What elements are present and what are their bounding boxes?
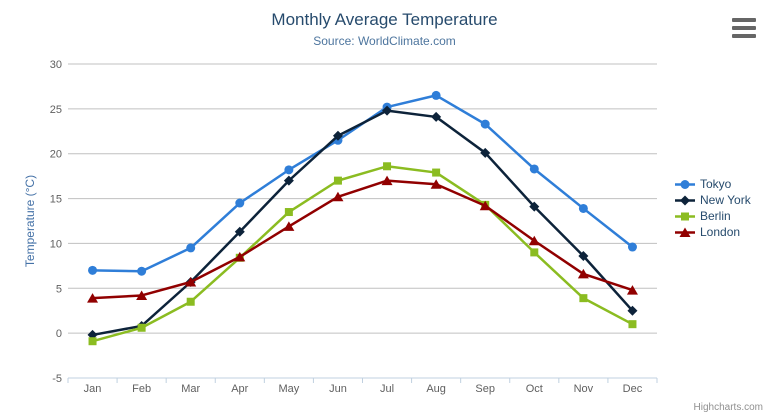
legend-marker-icon	[675, 179, 695, 189]
x-axis-label: Nov	[574, 383, 594, 395]
x-axis-label: May	[278, 383, 299, 395]
y-axis-label: 10	[50, 238, 62, 250]
legend-item-london[interactable]: London	[675, 224, 751, 240]
data-point-marker[interactable]	[284, 165, 294, 175]
legend-marker-shape[interactable]	[680, 195, 690, 205]
x-axis-label: Feb	[132, 383, 151, 395]
y-axis-label: 30	[50, 59, 62, 71]
data-point-marker[interactable]	[137, 323, 146, 332]
data-point-marker[interactable]	[88, 337, 97, 346]
x-axis-label: Apr	[231, 383, 248, 395]
credits-link[interactable]: Highcharts.com	[693, 402, 763, 413]
data-point-marker[interactable]	[628, 320, 637, 329]
chart-title: Monthly Average Temperature	[271, 10, 498, 29]
data-point-marker[interactable]	[381, 175, 393, 186]
data-point-marker[interactable]	[283, 175, 294, 186]
data-point-marker[interactable]	[432, 168, 441, 177]
series-line	[91, 165, 634, 343]
series-new-york	[87, 105, 638, 340]
y-axis-label: -5	[52, 373, 62, 385]
hamburger-bar	[732, 26, 756, 30]
data-point-marker[interactable]	[627, 242, 637, 252]
data-point-marker[interactable]	[480, 119, 490, 129]
hamburger-bar	[732, 18, 756, 22]
x-axis-label: Dec	[623, 383, 643, 395]
x-axis-label: Aug	[426, 383, 446, 395]
legend-item-tokyo[interactable]: Tokyo	[675, 176, 751, 192]
data-point-marker[interactable]	[578, 250, 589, 261]
legend-label: London	[700, 225, 741, 239]
y-axis-label: 0	[56, 328, 62, 340]
data-point-marker[interactable]	[383, 162, 392, 171]
data-point-marker[interactable]	[579, 294, 588, 303]
legend-item-new-york[interactable]: New York	[675, 192, 751, 208]
legend-marker-shape[interactable]	[681, 212, 689, 220]
data-point-marker[interactable]	[235, 198, 245, 208]
data-point-marker[interactable]	[283, 221, 295, 231]
chart-subtitle: Source: WorldClimate.com	[313, 34, 456, 48]
data-point-marker[interactable]	[528, 235, 540, 246]
x-axis-label: Jul	[380, 383, 394, 395]
y-axis-label: 25	[50, 104, 62, 116]
y-axis-label: 20	[50, 149, 62, 161]
data-point-marker[interactable]	[332, 191, 344, 202]
data-point-marker[interactable]	[626, 285, 638, 295]
legend-item-berlin[interactable]: Berlin	[675, 208, 751, 224]
data-point-marker[interactable]	[333, 176, 342, 185]
data-point-marker[interactable]	[529, 164, 539, 174]
data-point-marker[interactable]	[185, 277, 197, 287]
legend: Tokyo New York Berlin London	[675, 176, 751, 240]
data-point-marker[interactable]	[382, 105, 393, 116]
data-point-marker[interactable]	[88, 265, 98, 275]
y-axis-title: Temperature (°C)	[23, 174, 37, 268]
x-axis-label: Sep	[475, 383, 495, 395]
series-line	[91, 94, 634, 273]
legend-label: Berlin	[700, 209, 731, 223]
data-point-marker[interactable]	[234, 226, 245, 237]
hamburger-icon[interactable]	[732, 17, 756, 39]
series-line	[91, 179, 634, 300]
series-london	[87, 175, 638, 303]
data-point-marker[interactable]	[234, 251, 246, 262]
data-point-marker[interactable]	[87, 293, 99, 303]
y-axis-label: 15	[50, 194, 62, 206]
legend-marker-shape[interactable]	[680, 179, 690, 189]
x-axis-label: Mar	[181, 383, 200, 395]
data-point-marker[interactable]	[136, 290, 148, 300]
data-point-marker[interactable]	[430, 179, 442, 189]
x-axis-label: Jun	[329, 383, 347, 395]
data-point-marker[interactable]	[431, 90, 441, 100]
data-point-marker[interactable]	[530, 248, 539, 257]
y-axis-label: 5	[56, 283, 62, 295]
series-tokyo	[88, 90, 637, 276]
data-point-marker[interactable]	[137, 266, 147, 276]
legend-marker-icon	[675, 195, 695, 205]
data-point-marker[interactable]	[431, 111, 442, 122]
x-axis-label: Oct	[526, 383, 543, 395]
data-point-marker[interactable]	[186, 243, 196, 253]
legend-marker-icon	[675, 212, 695, 220]
data-point-marker[interactable]	[577, 268, 589, 279]
data-point-marker[interactable]	[284, 208, 293, 217]
data-point-marker[interactable]	[186, 297, 195, 306]
data-point-marker[interactable]	[578, 203, 588, 213]
x-axis-label: Jan	[84, 383, 102, 395]
data-point-marker[interactable]	[480, 147, 491, 158]
series-line	[91, 109, 634, 337]
legend-label: New York	[700, 193, 751, 207]
data-point-marker[interactable]	[529, 201, 540, 212]
hamburger-bar	[732, 34, 756, 38]
legend-marker-icon	[675, 227, 695, 237]
data-point-marker[interactable]	[332, 130, 343, 141]
data-point-marker[interactable]	[479, 200, 491, 211]
legend-marker-shape[interactable]	[679, 227, 691, 237]
data-point-marker[interactable]	[627, 305, 638, 316]
legend-label: Tokyo	[700, 177, 732, 191]
